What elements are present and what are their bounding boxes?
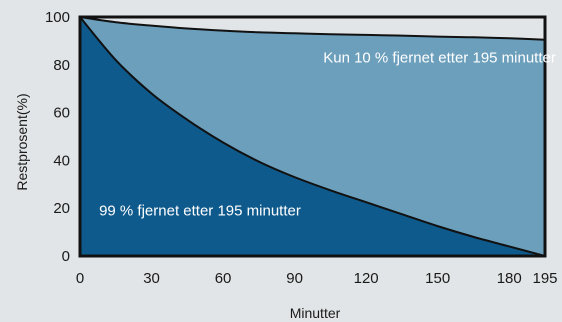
y-tick-label: 0 bbox=[62, 248, 70, 265]
annotation-lower: 99 % fjernet etter 195 minutter bbox=[99, 202, 301, 219]
y-tick-label: 80 bbox=[53, 57, 70, 74]
plot-frame bbox=[78, 15, 547, 258]
x-tick-label: 30 bbox=[143, 270, 160, 287]
y-axis-label: Restprosent(%) bbox=[14, 93, 30, 190]
y-tick-label: 40 bbox=[53, 152, 70, 169]
lower-residual-curve bbox=[79, 16, 546, 257]
y-tick-label: 60 bbox=[53, 105, 70, 122]
x-tick-label: 60 bbox=[215, 270, 232, 287]
chart-areas bbox=[80, 17, 545, 256]
upper-residual-curve bbox=[79, 16, 546, 41]
x-axis-ticks: 0 30 60 90 120 150 180 195 bbox=[76, 270, 558, 287]
x-tick-label: 90 bbox=[286, 270, 303, 287]
chart-curves bbox=[79, 16, 546, 257]
x-tick-label: 150 bbox=[425, 270, 450, 287]
x-tick-label: 0 bbox=[76, 270, 84, 287]
y-tick-label: 100 bbox=[45, 9, 70, 26]
x-tick-label: 195 bbox=[532, 270, 557, 287]
y-tick-label: 20 bbox=[53, 200, 70, 217]
x-axis-label: Minutter bbox=[290, 305, 341, 321]
annotation-upper: Kun 10 % fjernet etter 195 minutter bbox=[323, 49, 556, 66]
x-tick-label: 180 bbox=[497, 270, 522, 287]
y-axis-ticks: 0 20 40 60 80 100 bbox=[45, 9, 70, 265]
lower-residual-area bbox=[80, 17, 545, 256]
x-tick-label: 120 bbox=[354, 270, 379, 287]
